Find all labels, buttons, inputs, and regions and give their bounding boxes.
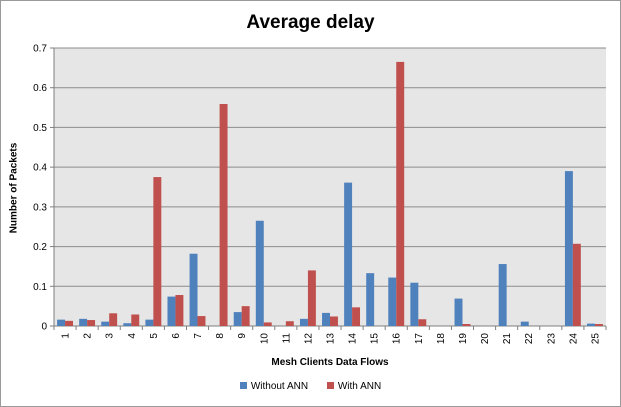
x-tick-label: 12 xyxy=(303,333,314,345)
bar-series-1 xyxy=(123,323,132,326)
legend: Without ANN With ANN xyxy=(0,381,621,392)
bar-series-1 xyxy=(189,253,198,326)
y-tick-label: 0.2 xyxy=(33,242,47,253)
bar-series-2 xyxy=(396,61,405,327)
bar-series-1 xyxy=(587,323,595,326)
bar-series-2 xyxy=(352,307,361,326)
bar-series-2 xyxy=(109,313,118,326)
y-tick-label: 0.4 xyxy=(33,163,47,174)
x-tick-label: 6 xyxy=(171,333,182,339)
x-tick-label: 13 xyxy=(326,333,337,345)
x-tick-label: 20 xyxy=(480,333,491,345)
plot-area xyxy=(54,48,606,326)
x-tick-label: 15 xyxy=(370,333,381,345)
bar-series-1 xyxy=(498,264,507,326)
bar-series-2 xyxy=(263,322,272,326)
x-tick-label: 10 xyxy=(259,333,270,345)
bar-series-1 xyxy=(366,273,375,326)
bar-series-1 xyxy=(79,318,88,326)
x-tick-label: 11 xyxy=(281,333,292,344)
bar-series-2 xyxy=(594,324,603,326)
x-axis-label: Mesh Clients Data Flows xyxy=(271,357,389,368)
bar-series-2 xyxy=(153,177,162,326)
bar-series-1 xyxy=(101,321,110,326)
y-tick-label: 0 xyxy=(41,322,47,333)
y-tick-label: 0.7 xyxy=(33,44,47,55)
bar-series-2 xyxy=(418,319,427,326)
legend-swatch-series-1 xyxy=(239,382,247,389)
x-tick-label: 17 xyxy=(414,333,425,345)
bar-series-1 xyxy=(255,220,264,326)
y-tick-label: 0.3 xyxy=(33,202,47,213)
bar-series-2 xyxy=(330,316,338,326)
bar-series-2 xyxy=(131,314,140,326)
bar-series-2 xyxy=(197,316,206,326)
y-tick-label: 0.6 xyxy=(33,83,47,94)
bar-series-2 xyxy=(307,270,316,326)
x-tick-label: 19 xyxy=(458,333,469,345)
x-tick-label: 14 xyxy=(348,333,359,345)
x-tick-label: 9 xyxy=(237,333,248,339)
legend-label-series-2: With ANN xyxy=(337,381,382,392)
x-tick-label: 22 xyxy=(524,333,535,345)
y-tick-label: 0.5 xyxy=(33,123,47,134)
bar-series-1 xyxy=(167,296,176,326)
bar-series-1 xyxy=(564,171,573,326)
legend-label-series-1: Without ANN xyxy=(250,381,309,392)
bar-series-2 xyxy=(241,306,250,326)
bar-series-2 xyxy=(572,243,581,326)
bar-series-2 xyxy=(87,320,96,326)
bar-series-1 xyxy=(233,312,242,326)
bar-series-1 xyxy=(454,298,463,326)
bar-series-1 xyxy=(410,282,419,326)
x-tick-label: 7 xyxy=(193,333,204,339)
x-tick-label: 21 xyxy=(502,333,513,345)
bar-series-1 xyxy=(520,321,529,326)
bar-series-1 xyxy=(388,277,397,326)
bar-series-1 xyxy=(57,319,66,326)
legend-swatch-series-2 xyxy=(326,382,334,389)
y-tick-label: 0.1 xyxy=(33,282,47,293)
bar-series-1 xyxy=(299,318,308,326)
chart-title: Average delay xyxy=(246,12,375,33)
x-tick-label: 2 xyxy=(83,333,94,339)
bar-series-2 xyxy=(285,321,294,326)
bar-series-2 xyxy=(219,103,228,326)
x-tick-label: 3 xyxy=(105,333,116,339)
bar-series-2 xyxy=(65,320,73,326)
x-tick-label: 8 xyxy=(215,333,226,339)
legend-item-series-2: With ANN xyxy=(326,381,382,392)
x-tick-label: 5 xyxy=(149,333,160,339)
x-tick-label: 23 xyxy=(546,333,557,345)
bar-series-2 xyxy=(175,295,184,326)
bar-series-1 xyxy=(344,182,353,326)
bar-series-2 xyxy=(462,324,471,326)
x-tick-label: 4 xyxy=(127,333,138,339)
x-tick-label: 24 xyxy=(568,333,579,345)
x-tick-label: 16 xyxy=(392,333,403,345)
bar-series-1 xyxy=(145,319,154,326)
bar-series-1 xyxy=(322,312,330,326)
x-tick-label: 18 xyxy=(436,333,447,345)
x-tick-label: 25 xyxy=(590,333,601,345)
legend-item-series-1: Without ANN xyxy=(239,381,309,392)
x-tick-label: 1 xyxy=(61,333,72,339)
